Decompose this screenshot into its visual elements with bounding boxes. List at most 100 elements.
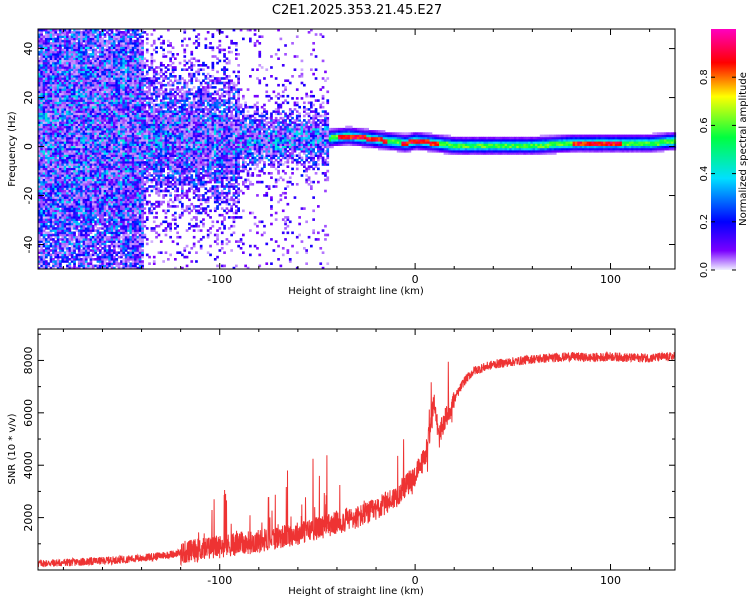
spectrogram-cell — [117, 143, 121, 146]
spectrogram-cell — [75, 42, 79, 45]
spectrogram-cell — [120, 123, 123, 127]
spectrogram-cell — [124, 262, 128, 265]
spectrogram-cell — [77, 172, 81, 175]
spectrogram-cell — [124, 55, 128, 58]
spectrogram-cell — [49, 75, 53, 78]
spectrogram-cell — [120, 110, 123, 113]
spectrogram-cell — [73, 66, 76, 69]
spectrogram-cell — [38, 141, 41, 144]
spectrogram-cell — [134, 48, 137, 52]
spectrogram-cell — [61, 222, 65, 226]
spectrogram-cell — [110, 50, 114, 54]
spectrogram-cell — [63, 247, 67, 250]
spectrogram-cell — [145, 169, 149, 173]
spectrogram-cell — [80, 251, 83, 254]
spectrogram-cell — [84, 247, 88, 250]
spectrogram-cell — [87, 86, 90, 89]
spectrogram-cell — [117, 161, 121, 164]
spectrogram-cell — [73, 147, 76, 151]
spectrogram-cell — [138, 251, 142, 254]
spectrogram-cell — [89, 255, 93, 259]
spectrogram-cell — [49, 57, 53, 60]
spectrogram-cell — [122, 176, 126, 179]
spectrogram-cell — [103, 112, 107, 116]
spectrogram-cell — [73, 139, 76, 142]
spectrogram-cell — [91, 172, 95, 175]
spectrogram-cell — [124, 169, 128, 173]
spectrogram-cell — [120, 81, 123, 85]
spectrogram-cell — [150, 81, 154, 85]
spectrogram-cell — [120, 112, 123, 116]
spectrogram-cell — [108, 251, 111, 254]
spectrogram-cell — [113, 242, 116, 246]
spectrogram-cell — [141, 70, 144, 74]
spectrogram-cell — [138, 240, 142, 243]
spectrogram-cell — [56, 48, 60, 52]
spectrogram-cell — [120, 156, 123, 160]
spectrogram-cell — [124, 244, 128, 248]
spectrogram-cell — [61, 260, 65, 263]
spectrogram-cell — [108, 46, 111, 49]
spectrogram-cell — [101, 194, 104, 197]
spectrogram-cell — [75, 176, 79, 179]
spectrogram-cell — [56, 44, 60, 47]
spectrogram-cell — [148, 105, 151, 109]
spectrogram-cell — [75, 235, 79, 239]
spectrogram-cell — [40, 37, 43, 41]
spectrogram-cell — [124, 172, 128, 175]
spectrogram-cell — [131, 110, 135, 113]
spectrogram-cell — [115, 233, 119, 237]
spectrogram-cell — [75, 211, 79, 215]
spectrogram-cell — [38, 108, 41, 111]
spectrogram-cell — [87, 116, 90, 120]
spectrogram-cell — [120, 134, 123, 138]
spectrogram-cell — [61, 220, 65, 224]
spectrogram-cell — [94, 247, 97, 250]
spectrogram-cell — [66, 209, 69, 213]
spectrogram-cell — [47, 169, 51, 173]
spectrogram-cell — [138, 211, 142, 215]
spectrogram-cell — [45, 216, 48, 219]
spectrogram-cell — [143, 196, 147, 199]
spectrogram-cell — [52, 39, 55, 43]
spectrogram-cell — [70, 134, 74, 138]
spectrogram-cell — [70, 227, 74, 230]
spectrogram-cell — [77, 231, 81, 235]
spectrogram-cell — [106, 154, 109, 157]
spectrogram-cell — [96, 202, 100, 206]
spectrogram-cell — [120, 165, 123, 168]
spectrogram-cell — [47, 86, 51, 89]
spectrogram-cell — [73, 79, 76, 82]
spectrogram-cell — [54, 185, 58, 188]
spectrogram-cell — [63, 123, 67, 127]
spectrogram-cell — [115, 61, 119, 65]
spectrogram-cell — [70, 165, 74, 168]
spectrogram-cell — [91, 46, 95, 49]
spectrogram-cell — [134, 260, 137, 263]
spectrogram-cell — [148, 101, 151, 105]
spectrogram-cell — [42, 99, 46, 102]
spectrogram-cell — [141, 88, 144, 91]
spectrogram-cell — [120, 68, 123, 71]
spectrogram-cell — [113, 161, 116, 164]
spectrogram-cell — [80, 238, 83, 241]
spectrogram-cell — [91, 35, 95, 38]
spectrogram-cell — [54, 132, 58, 135]
spectrogram-cell — [115, 127, 119, 131]
spectrogram-cell — [115, 147, 119, 151]
spectrogram-cell — [117, 28, 121, 32]
spectrogram-cell — [113, 94, 116, 98]
spectrogram-cell — [152, 139, 156, 142]
spectrogram-cell — [96, 108, 100, 111]
spectrogram-cell — [49, 92, 53, 96]
spectrogram-cell — [70, 200, 74, 204]
spectrogram-cell — [99, 196, 102, 199]
spectrogram-cell — [141, 147, 144, 151]
spectrogram-cell — [134, 222, 137, 226]
spectrogram-cell — [110, 253, 114, 257]
spectrogram-cell — [150, 121, 154, 124]
spectrogram-cell — [84, 233, 88, 237]
spectrogram-cell — [115, 235, 119, 239]
spectrogram-cell — [80, 233, 83, 237]
spectrogram-cell — [96, 266, 100, 270]
